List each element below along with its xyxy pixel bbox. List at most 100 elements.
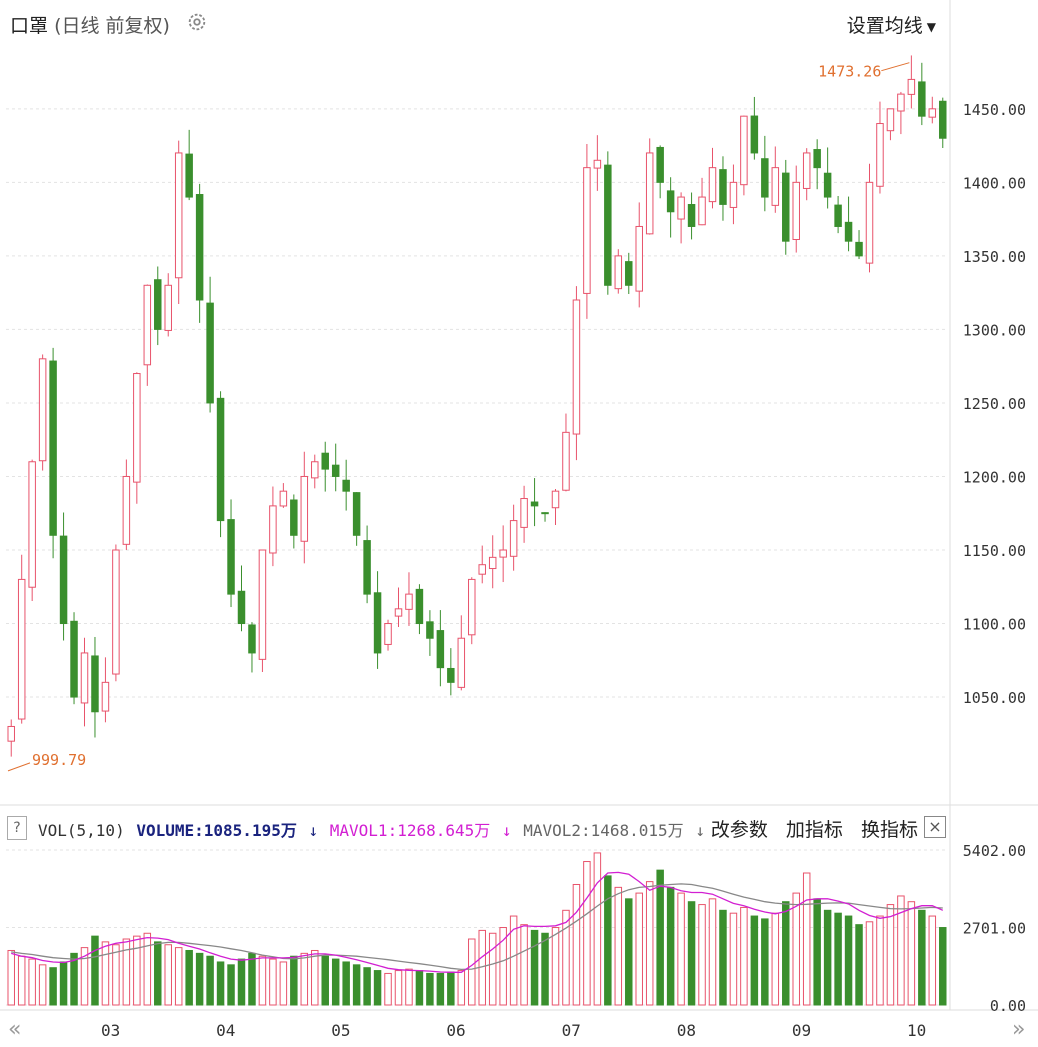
candle-body	[855, 241, 863, 257]
volume-tick-label: 2701.00	[963, 920, 1026, 938]
mavol1-value: MAVOL1:1268.645万	[329, 821, 491, 840]
volume-bar	[583, 861, 591, 1006]
candle-body	[729, 181, 738, 208]
high-price-label: 1473.26	[818, 63, 881, 81]
candle-body	[300, 475, 309, 542]
candle-body	[645, 152, 654, 235]
candle-body	[342, 479, 350, 492]
candle-body	[928, 108, 937, 118]
volume-bar	[331, 958, 340, 1006]
volume-bar	[91, 935, 99, 1006]
volume-bar	[447, 971, 455, 1006]
volume-bar	[112, 944, 120, 1006]
volume-bar	[269, 958, 277, 1006]
volume-bar	[373, 970, 382, 1006]
candle-body	[279, 490, 288, 507]
candle-body	[7, 725, 15, 742]
candle-body	[70, 620, 78, 698]
help-button[interactable]: ?	[7, 816, 27, 840]
candle-body	[792, 181, 800, 241]
candle-body	[520, 498, 528, 528]
price-tick-label: 1350.00	[963, 248, 1026, 266]
volume-bar	[823, 909, 832, 1006]
candle-body	[185, 153, 193, 198]
scroll-left-icon[interactable]: «	[8, 1017, 22, 1042]
volume-bar	[844, 915, 853, 1006]
gear-icon[interactable]	[186, 11, 208, 33]
price-tick-label: 1450.00	[963, 101, 1026, 119]
candle-body	[813, 149, 821, 169]
volume-bar	[342, 961, 350, 1006]
volume-bar	[708, 898, 717, 1006]
chart-mode: (日线 前复权)	[54, 15, 170, 37]
volume-bar	[865, 921, 874, 1006]
volume-bar	[70, 952, 78, 1006]
volume-bar	[143, 932, 152, 1006]
change-params-button[interactable]: 改参数	[710, 819, 768, 841]
volume-bar	[907, 901, 916, 1006]
volume-arrow-icon: ↓	[308, 821, 319, 840]
volume-bar	[740, 906, 748, 1006]
candle-body	[311, 461, 319, 479]
volume-bar	[551, 927, 560, 1006]
volume-bar	[468, 938, 476, 1006]
candle-body	[447, 667, 455, 683]
switch-indicator-button[interactable]: 换指标	[860, 819, 918, 841]
candle-body	[876, 123, 884, 187]
candle-body	[426, 621, 434, 639]
volume-bar	[290, 955, 298, 1006]
candle-body	[59, 535, 68, 625]
candle-body	[656, 146, 664, 183]
candle-body	[352, 492, 361, 536]
price-tick-label: 1050.00	[963, 689, 1026, 707]
volume-bar	[792, 892, 800, 1006]
close-icon[interactable]: ×	[924, 816, 946, 838]
candle-body	[583, 167, 591, 294]
add-indicator-button[interactable]: 加指标	[785, 819, 843, 841]
candle-body	[101, 681, 110, 712]
candle-body	[269, 505, 277, 554]
volume-bar	[216, 961, 225, 1006]
candle-body	[133, 373, 141, 483]
candle-body	[614, 255, 623, 290]
volume-bar	[237, 958, 246, 1006]
candle-body	[834, 204, 842, 227]
scroll-right-icon[interactable]: »	[1012, 1017, 1026, 1042]
candle-body	[687, 204, 696, 227]
volume-bar	[886, 904, 895, 1006]
candle-body	[80, 652, 89, 704]
ma-setting-dropdown[interactable]: 设置均线 ▼	[847, 11, 936, 38]
candle-body	[164, 284, 172, 331]
low-price-label: 999.79	[32, 751, 86, 769]
volume-bar	[614, 886, 623, 1006]
volume-bar	[426, 972, 434, 1006]
volume-bar	[802, 872, 811, 1006]
volume-bar	[59, 961, 68, 1006]
candle-body	[604, 164, 612, 286]
volume-bar	[164, 944, 172, 1006]
candle-body	[457, 637, 466, 688]
volume-bar	[499, 927, 507, 1006]
candle-body	[771, 167, 780, 206]
mavol2-arrow-icon: ↓	[695, 821, 705, 840]
volume-bar	[457, 970, 466, 1006]
mavol2-value: MAVOL2:1468.015万	[523, 821, 684, 840]
candle-body	[28, 461, 36, 588]
volume-bar	[750, 915, 759, 1006]
candle-body	[415, 588, 424, 625]
stock-title: 口罩 (日线 前复权)	[10, 11, 170, 38]
mavol1-line	[11, 871, 944, 973]
candle-body	[572, 299, 581, 435]
month-label: 06	[446, 1021, 465, 1040]
volume-bar	[541, 932, 549, 1006]
candle-body	[939, 100, 947, 139]
candle-body	[331, 464, 340, 477]
mavol2-line	[11, 883, 943, 971]
month-label: 10	[907, 1021, 926, 1040]
volume-bar	[719, 909, 727, 1006]
volume-bar	[174, 947, 183, 1006]
candle-body	[363, 540, 371, 595]
price-tick-label: 1300.00	[963, 321, 1026, 339]
candle-body	[478, 564, 486, 575]
